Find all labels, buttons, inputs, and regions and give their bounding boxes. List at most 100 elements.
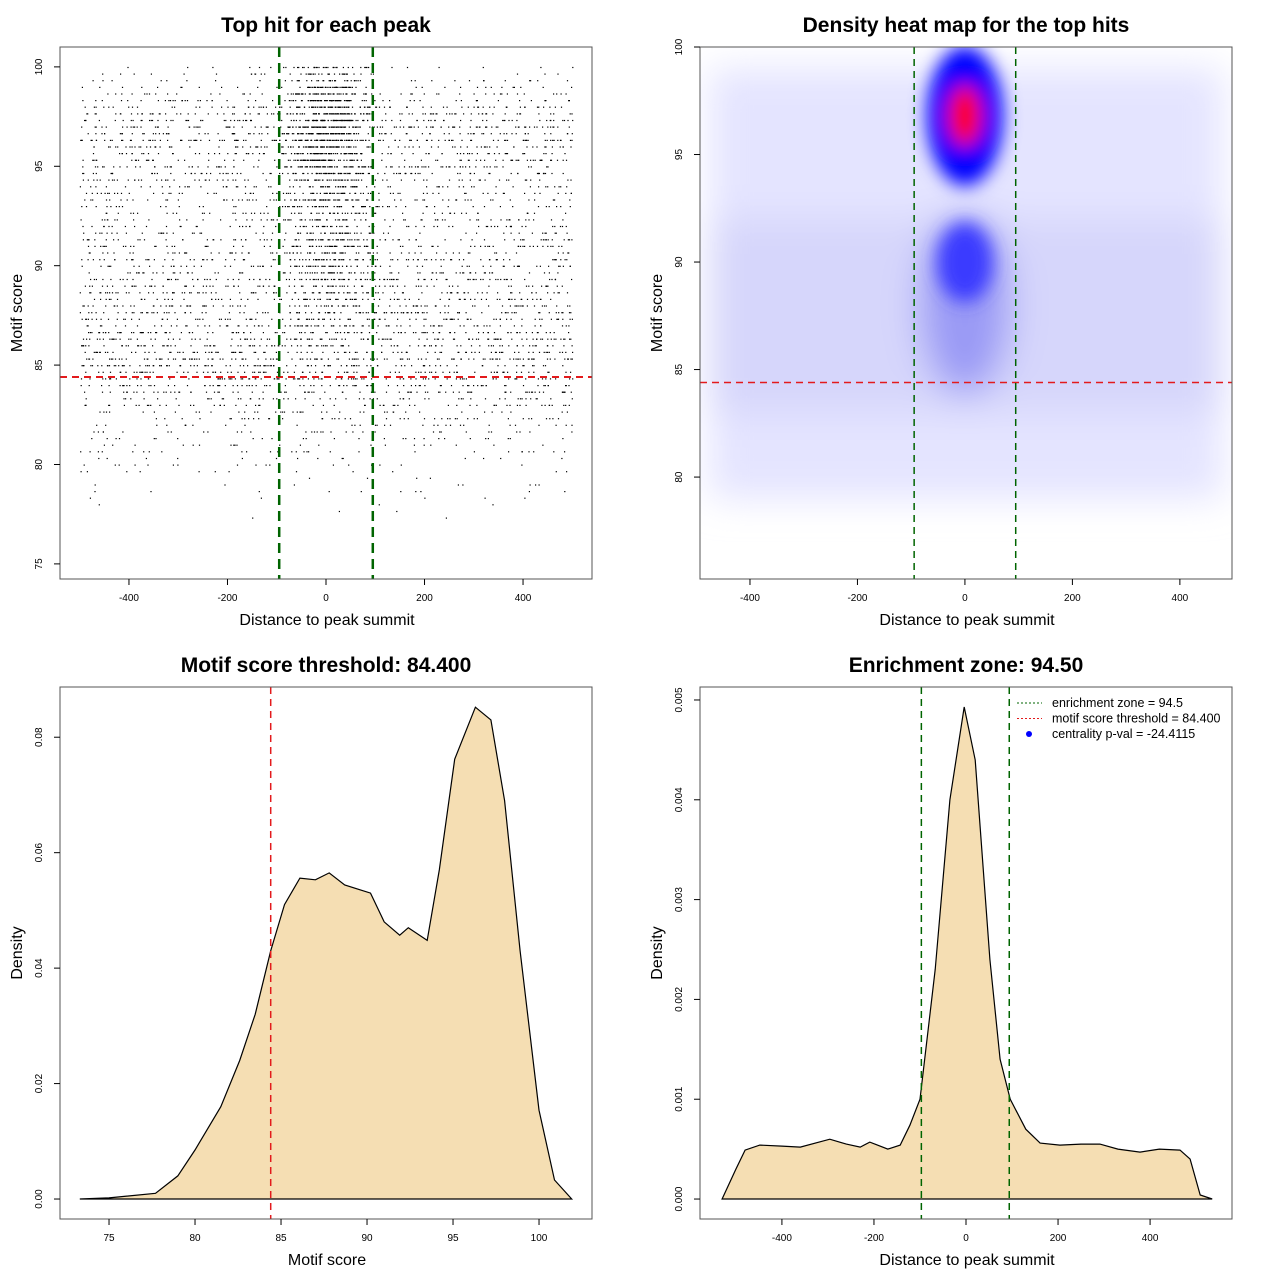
scatter-point: [198, 133, 200, 135]
scatter-point: [274, 159, 276, 161]
scatter-point: [309, 245, 311, 247]
scatter-point: [143, 133, 145, 135]
scatter-point: [365, 86, 367, 88]
scatter-point: [320, 431, 322, 433]
scatter-point: [101, 232, 103, 234]
scatter-point: [491, 358, 493, 360]
scatter-point: [526, 139, 528, 141]
scatter-point: [350, 159, 352, 161]
scatter-point: [403, 166, 406, 168]
scatter-point: [329, 292, 331, 294]
scatter-point: [423, 318, 425, 320]
scatter-point: [426, 259, 428, 261]
scatter-point: [299, 378, 301, 380]
scatter-point: [571, 139, 573, 141]
scatter-point: [327, 166, 329, 168]
scatter-point: [554, 232, 556, 234]
scatter-point: [252, 517, 254, 519]
scatter-point: [227, 153, 229, 155]
scatter-point: [219, 139, 221, 141]
scatter-point: [244, 411, 246, 413]
scatter-point: [415, 371, 417, 373]
scatter-point: [339, 411, 341, 413]
scatter-point: [499, 206, 501, 208]
scatter-point: [407, 312, 409, 314]
scatter-point: [94, 484, 96, 486]
scatter-point: [260, 126, 262, 128]
scatter-point: [393, 172, 395, 175]
scatter-point: [193, 232, 195, 234]
scatter-point: [378, 338, 380, 340]
scatter-point: [418, 278, 420, 281]
scatter-point: [470, 113, 472, 115]
scatter-point: [535, 398, 537, 400]
scatter-point: [193, 126, 195, 128]
scatter-point: [151, 172, 153, 175]
scatter-point: [570, 391, 572, 393]
scatter-point: [362, 312, 364, 314]
scatter-point: [359, 245, 361, 247]
scatter-point: [320, 199, 322, 201]
scatter-point: [562, 318, 564, 320]
scatter-point: [572, 66, 574, 69]
scatter-point: [281, 106, 283, 108]
scatter-point: [247, 153, 249, 155]
scatter-point: [384, 133, 386, 135]
scatter-point: [309, 239, 311, 241]
scatter-point: [240, 239, 242, 241]
scatter-point: [459, 166, 461, 168]
scatter-point: [516, 371, 518, 373]
scatter-point: [120, 73, 122, 75]
scatter-point: [444, 219, 446, 221]
scatter-point: [420, 285, 422, 287]
scatter-point: [229, 378, 231, 380]
scatter-point: [523, 139, 525, 141]
scatter-point: [289, 126, 291, 128]
scatter-point: [189, 146, 191, 148]
scatter-point: [302, 192, 304, 194]
scatter-point: [330, 159, 332, 161]
scatter-point: [283, 411, 286, 413]
scatter-point: [101, 100, 103, 102]
scatter-point: [342, 457, 344, 460]
scatter-point: [141, 232, 143, 234]
scatter-point: [172, 305, 174, 307]
scatter-point: [314, 179, 316, 181]
scatter-point: [322, 206, 324, 208]
scatter-point: [255, 186, 257, 188]
scatter-point: [318, 444, 320, 446]
scatter-point: [426, 192, 428, 194]
scatter-point: [393, 332, 395, 334]
scatter-point: [215, 73, 218, 75]
scatter-point: [326, 259, 328, 261]
scatter-point: [87, 133, 89, 135]
scatter-point: [337, 298, 339, 300]
scatter-point: [366, 385, 368, 387]
scatter-point: [110, 172, 112, 175]
scatter-point: [381, 126, 384, 128]
scatter-point: [336, 133, 338, 135]
scatter-point: [361, 378, 363, 380]
scatter-point: [456, 418, 458, 420]
scatter-point: [331, 153, 333, 155]
scatter-point: [332, 106, 334, 108]
scatter-point: [269, 365, 271, 367]
scatter-point: [333, 86, 335, 88]
scatter-point: [412, 146, 414, 148]
scatter-point: [399, 172, 401, 175]
scatter-point: [560, 106, 563, 108]
scatter-point: [545, 285, 547, 287]
scatter-point: [166, 424, 168, 426]
scatter-point: [290, 166, 293, 168]
scatter-point: [82, 166, 84, 168]
scatter-point: [342, 179, 344, 181]
scatter-point: [232, 332, 234, 334]
scatter-point: [155, 418, 157, 420]
scatter-point: [94, 491, 96, 493]
scatter-point: [440, 431, 442, 433]
scatter-point: [393, 278, 395, 281]
scatter-point: [171, 298, 173, 300]
scatter-point: [394, 139, 396, 141]
scatter-point: [253, 365, 255, 367]
